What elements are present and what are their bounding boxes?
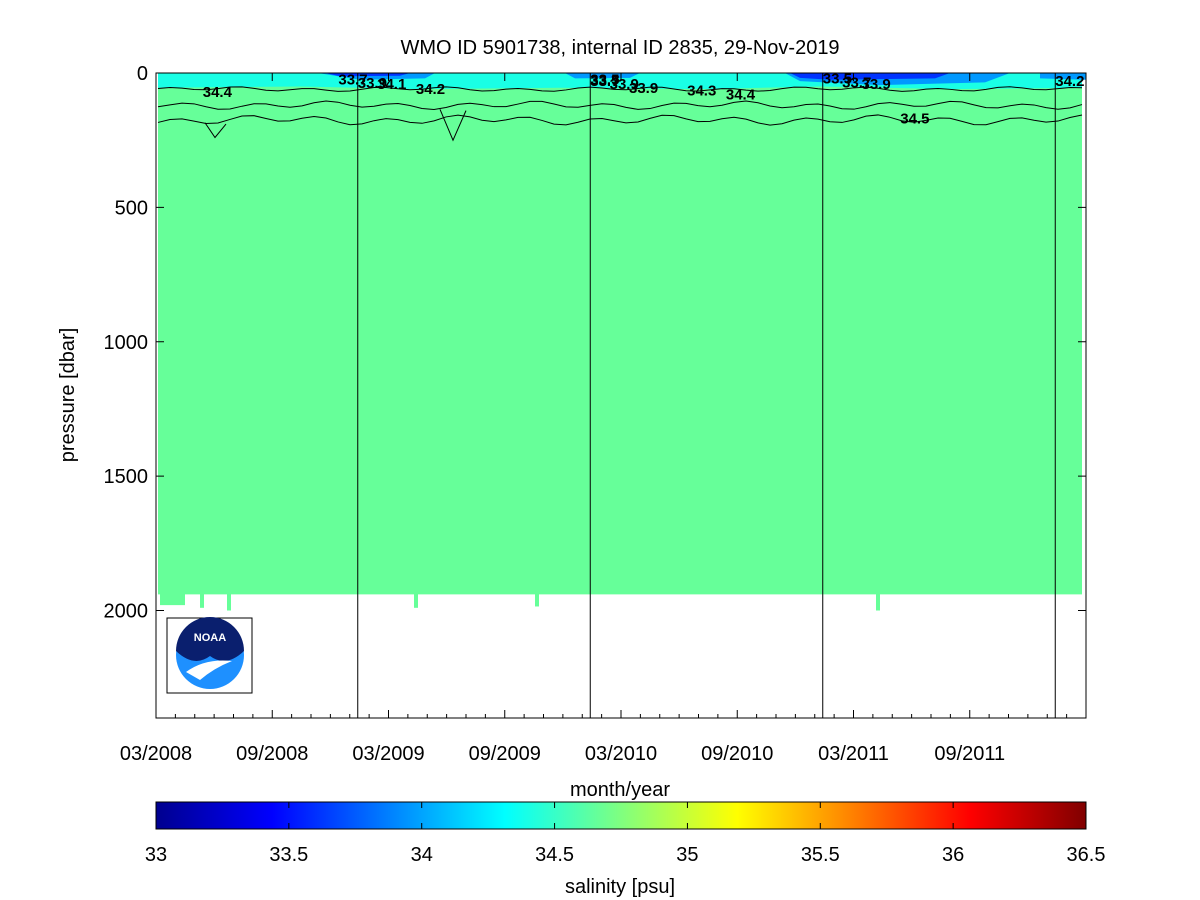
colorbar-tick-label: 35.5 — [801, 844, 840, 866]
x-tick-label: 03/2008 — [120, 743, 192, 765]
contour-34-4 — [157, 100, 1083, 110]
contour-dip — [204, 122, 227, 139]
x-tick-label: 09/2011 — [934, 743, 1005, 765]
contour-label: 34.4 — [726, 87, 756, 104]
contour-label: 33.7 — [842, 74, 871, 91]
fresh-surface-patch — [790, 73, 950, 80]
contour-label: 33.9 — [862, 76, 891, 93]
noaa-logo-text: NOAA — [194, 632, 226, 644]
contour-label: 33.9 — [610, 76, 639, 93]
colorbar-tick-label: 34.5 — [535, 844, 574, 866]
contour-label: 33.5 — [823, 70, 852, 87]
salinity-field — [158, 73, 1086, 611]
x-tick-label: 09/2010 — [701, 743, 773, 765]
contour-label: 33.7 — [590, 73, 619, 90]
x-tick-label: 03/2009 — [352, 743, 424, 765]
colorbar-tick-label: 33.5 — [269, 844, 308, 866]
y-tick-label: 500 — [115, 197, 148, 219]
y-tick-label: 0 — [137, 63, 148, 85]
contour-34-3 — [157, 86, 1083, 92]
fresh-surface-patch — [1040, 73, 1086, 80]
y-tick-label: 1000 — [104, 332, 149, 354]
noaa-logo: NOAA — [166, 617, 253, 694]
colorbar-label: salinity [psu] — [565, 876, 675, 898]
deep-water-region — [158, 73, 1082, 595]
x-tick-label: 03/2010 — [585, 743, 657, 765]
x-tick-label: 03/2011 — [818, 743, 889, 765]
colorbar-tick-label: 33 — [145, 844, 167, 866]
profile-bottom — [535, 591, 539, 607]
contour-label: 33.7 — [338, 72, 367, 89]
x-tick-label: 09/2008 — [236, 743, 308, 765]
x-tick-label: 09/2009 — [469, 743, 541, 765]
contour-label: 34.2 — [416, 81, 445, 98]
y-tick-label: 2000 — [104, 601, 149, 623]
profile-bottom — [414, 591, 418, 608]
colorbar-tick-label: 36 — [942, 844, 964, 866]
y-axis-label: pressure [dbar] — [57, 328, 79, 463]
colorbar-tick-label: 34 — [411, 844, 433, 866]
profile-bottom — [200, 591, 204, 608]
contour-label: 34.2 — [1055, 73, 1084, 90]
y-tick-label: 1500 — [104, 466, 149, 488]
contour-label: 33.9 — [629, 80, 658, 97]
contour-labels: 34.433.733.934.1 34.233.533.733.933.9 34.3… — [203, 70, 1085, 127]
colorbar — [155, 801, 1087, 830]
contour-label: 33.9 — [358, 75, 387, 92]
profile-bottom — [160, 591, 185, 606]
colorbar-ticks: 33 33.5 34 34.5 35 35.5 36 36.5 — [145, 802, 1106, 866]
x-axis-ticks: 03/2008 09/2008 03/2009 09/2009 03/2010 09/20… — [120, 73, 1068, 765]
colorbar-tick-label: 35 — [676, 844, 698, 866]
chart-title: WMO ID 5901738, internal ID 2835, 29-Nov… — [400, 37, 839, 59]
contour-label: 34.5 — [900, 111, 929, 128]
profile-bottom — [227, 591, 231, 611]
contour-34-5 — [157, 114, 1083, 126]
contour-label: 34.1 — [377, 76, 406, 93]
contour-dip — [439, 109, 467, 142]
contour-label: 33.5 — [590, 72, 619, 89]
x-axis-label: month/year — [570, 779, 670, 801]
contour-lines — [157, 86, 1083, 142]
colorbar-tick-label: 36.5 — [1067, 844, 1106, 866]
y-axis-ticks: 0 500 1000 1500 2000 — [104, 63, 1086, 623]
contour-label: 34.3 — [687, 82, 716, 99]
profile-bottom — [876, 591, 880, 611]
contour-label: 34.4 — [203, 84, 233, 101]
year-boundary-lines — [357, 73, 1056, 718]
